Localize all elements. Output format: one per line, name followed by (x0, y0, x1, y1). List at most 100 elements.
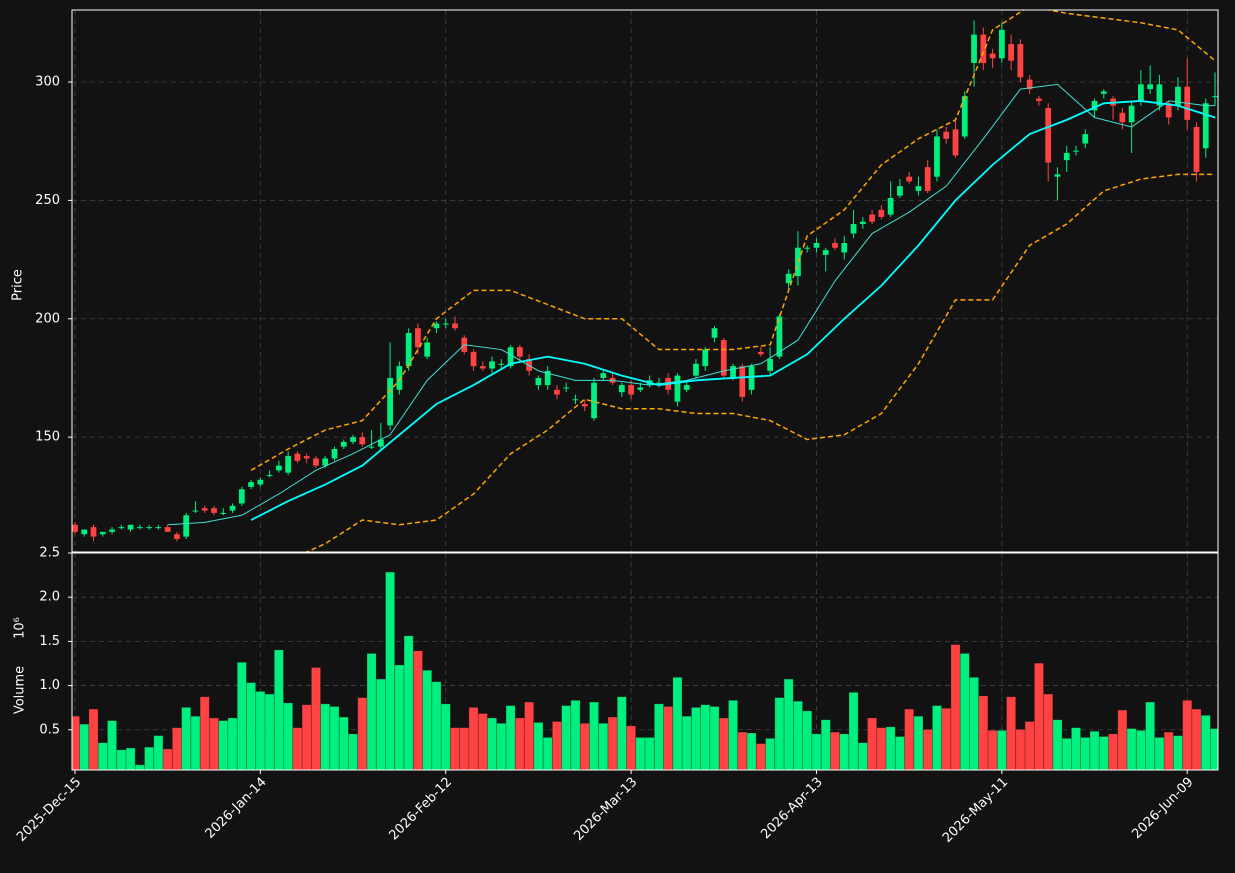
candle-body (303, 456, 310, 459)
candle-body (897, 186, 903, 196)
volume-bar (552, 721, 562, 770)
y-tick-label: 1.0 (39, 678, 60, 693)
volume-bar (274, 649, 284, 770)
candle-body (1212, 96, 1218, 98)
volume-bar (1043, 694, 1053, 770)
candle-body (405, 332, 412, 367)
volume-bar (200, 696, 210, 770)
candle-body (1008, 44, 1014, 61)
candle-body (266, 475, 273, 477)
volume-bar (848, 692, 859, 770)
candle-body (693, 363, 699, 376)
candle-body (1100, 91, 1107, 94)
volume-bar (515, 717, 525, 770)
candle-body (322, 458, 329, 466)
volume-bar (1210, 728, 1218, 770)
y-tick-label: 300 (35, 74, 60, 89)
volume-bar (468, 707, 479, 770)
candle-body (581, 404, 588, 407)
volume-bar (357, 697, 367, 770)
candle-body (1073, 150, 1079, 152)
volume-bar (561, 705, 571, 770)
candle-body (702, 349, 709, 367)
candle-body (81, 529, 88, 535)
candle-body (1082, 134, 1089, 144)
volume-bar (265, 694, 275, 770)
volume-bar (1145, 702, 1155, 770)
candle-body (544, 370, 551, 386)
volume-bar (404, 635, 414, 770)
volume-bar (932, 705, 942, 770)
volume-bar (339, 717, 349, 770)
volume-bar (969, 677, 979, 770)
volume-bar (255, 691, 265, 770)
candle-body (526, 359, 533, 371)
volume-bar (719, 717, 729, 770)
volume-scale-label: 10⁶ (13, 617, 28, 639)
candle-body (711, 328, 718, 338)
y-tick-label: 150 (35, 430, 60, 445)
volume-bar (441, 703, 451, 770)
candle-body (998, 29, 1005, 59)
volume-bar (422, 670, 432, 770)
volume-bar (1099, 736, 1109, 770)
candle-body (989, 53, 996, 59)
candle-body (1119, 112, 1126, 123)
candle-body (1156, 84, 1163, 106)
volume-bar (1164, 732, 1174, 770)
candle-body (1054, 174, 1061, 177)
candle-body (387, 377, 393, 426)
y-tick-label: 250 (35, 193, 60, 208)
candle-body (776, 316, 783, 357)
volume-bar (478, 713, 488, 770)
candle-body (294, 453, 301, 461)
volume-bar (506, 705, 516, 770)
volume-bar (172, 727, 182, 770)
price-frame (71, 9, 1219, 553)
volume-bar (1117, 710, 1127, 770)
candle-body (507, 347, 514, 367)
volume-bar (700, 704, 710, 770)
candle-body (174, 534, 180, 539)
candle-body (980, 34, 987, 64)
volume-bar (496, 723, 506, 770)
volume-bar (626, 725, 636, 770)
candle-body (368, 446, 375, 448)
volume-bar (1071, 727, 1081, 770)
candle-body (924, 167, 931, 191)
candle-body (674, 375, 681, 402)
volume-bar (923, 729, 933, 770)
candle-body (498, 363, 505, 365)
volume-bar (1015, 729, 1025, 770)
y-tick-label: 2.5 (39, 546, 60, 561)
volume-bar (709, 706, 720, 770)
candle-body (479, 366, 486, 369)
candle-body (961, 96, 968, 137)
candle-body (516, 347, 523, 357)
volume-bar (858, 742, 868, 770)
volume-bar (728, 700, 738, 770)
candle-body (683, 385, 690, 390)
volume-bar (1006, 696, 1016, 770)
volume-bar (904, 709, 914, 770)
volume-bar (1191, 709, 1202, 770)
candle-body (971, 34, 977, 64)
volume-bar (1173, 735, 1183, 770)
candle-body (146, 527, 152, 529)
volume-bar (672, 677, 683, 770)
volume-bar (830, 732, 840, 770)
candle-body (572, 399, 579, 401)
candle-body (118, 527, 125, 529)
candle-body (1138, 84, 1144, 101)
volume-bar (821, 719, 831, 770)
candle-body (757, 351, 764, 355)
candle-body (377, 439, 384, 447)
candle-body (470, 351, 477, 367)
candle-body (841, 242, 848, 253)
volume-plot (72, 572, 1218, 770)
volume-bar (524, 702, 534, 770)
candle-body (136, 527, 143, 529)
candle-body (878, 209, 885, 217)
candle-body (730, 366, 736, 378)
